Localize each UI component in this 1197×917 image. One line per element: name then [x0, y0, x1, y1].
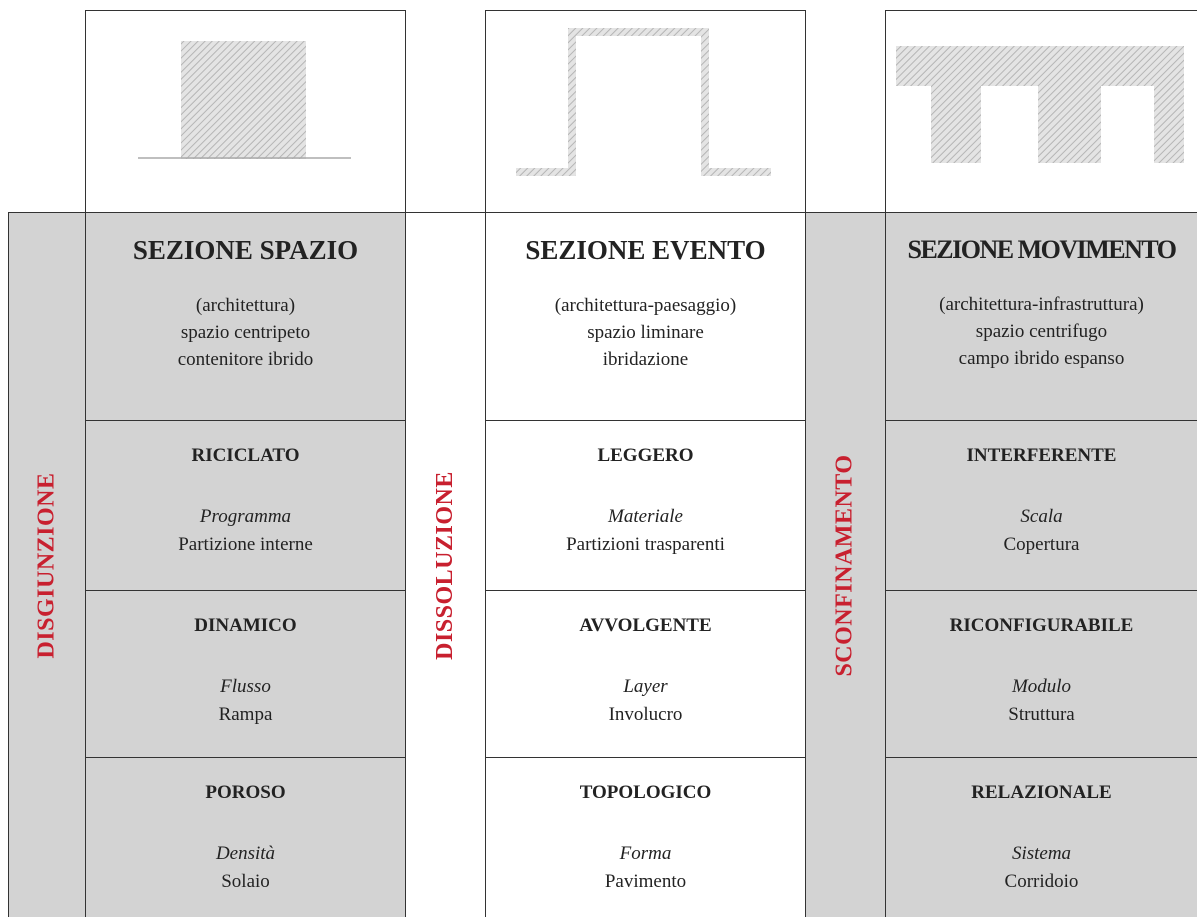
row-text: Solaio	[221, 871, 270, 892]
subtitle-line: contenitore ibrido	[177, 349, 314, 370]
section-subtitle: (architettura-paesaggio) spazio liminare i…	[555, 292, 736, 373]
subtitle-line: spazio liminare	[587, 322, 704, 343]
diagram-spazio	[138, 41, 351, 159]
row-cell: AVVOLGENTE Layer Involucro	[485, 590, 806, 758]
subtitle-line: (architettura)	[195, 295, 296, 316]
row-italic: Scala	[1020, 506, 1063, 527]
row-title: AVVOLGENTE	[579, 615, 712, 636]
row-italic: Densità	[215, 843, 276, 864]
section-title: SEZIONE MOVIMENTO	[907, 235, 1177, 264]
side-label-bar: DISGIUNZIONE	[8, 212, 86, 917]
section-header: SEZIONE SPAZIO (architettura) spazio centr…	[85, 212, 406, 421]
section-title: SEZIONE EVENTO	[525, 235, 766, 265]
subtitle-line: (architettura-paesaggio)	[554, 295, 737, 316]
row-cell: POROSO Densità Solaio	[85, 757, 406, 917]
row-italic: Forma	[619, 843, 672, 864]
subtitle-line: campo ibrido espanso	[958, 348, 1125, 369]
row-text: Struttura	[1008, 704, 1075, 725]
section-header: SEZIONE EVENTO (architettura-paesaggio) sp…	[485, 212, 806, 421]
image-box	[85, 10, 406, 213]
side-label-bar: SCONFINAMENTO	[805, 212, 886, 917]
side-label: DISGIUNZIONE	[33, 472, 60, 659]
row-cell: LEGGERO Materiale Partizioni trasparenti	[485, 420, 806, 591]
row-italic: Sistema	[1011, 843, 1072, 864]
section-subtitle: (architettura) spazio centripeto contenito…	[178, 292, 314, 373]
diagram-movimento	[896, 46, 1184, 163]
diagram-evento	[516, 28, 771, 176]
row-title: DINAMICO	[194, 615, 297, 636]
row-text: Corridoio	[1004, 871, 1079, 892]
subtitle-line: ibridazione	[602, 349, 689, 370]
image-box	[885, 10, 1197, 213]
row-title: INTERFERENTE	[966, 445, 1117, 466]
side-label: SCONFINAMENTO	[832, 454, 859, 677]
row-italic: Layer	[623, 676, 668, 697]
row-title: RICICLATO	[191, 445, 300, 466]
row-title: RELAZIONALE	[971, 782, 1112, 803]
section-subtitle: (architettura-infrastruttura) spazio cent…	[939, 291, 1144, 372]
row-cell: RICICLATO Programma Partizione interne	[85, 420, 406, 591]
subtitle-line: spazio centrifugo	[975, 321, 1108, 342]
row-title: TOPOLOGICO	[579, 782, 712, 803]
row-title: LEGGERO	[597, 445, 694, 466]
row-cell: DINAMICO Flusso Rampa	[85, 590, 406, 758]
row-italic: Materiale	[608, 506, 683, 527]
row-cell: RELAZIONALE Sistema Corridoio	[885, 757, 1197, 917]
row-cell: TOPOLOGICO Forma Pavimento	[485, 757, 806, 917]
row-cell: RICONFIGURABILE Modulo Struttura	[885, 590, 1197, 758]
row-italic: Programma	[199, 506, 292, 527]
row-text: Rampa	[218, 704, 273, 725]
side-label: DISSOLUZIONE	[432, 471, 459, 660]
row-italic: Modulo	[1011, 676, 1072, 697]
image-box	[485, 10, 806, 213]
row-text: Partizioni trasparenti	[566, 534, 725, 555]
row-text: Pavimento	[604, 871, 687, 892]
section-title: SEZIONE SPAZIO	[132, 235, 359, 265]
subtitle-line: (architettura-infrastruttura)	[939, 294, 1144, 315]
row-italic: Flusso	[220, 676, 271, 697]
side-label-bar: DISSOLUZIONE	[405, 212, 486, 917]
row-title: RICONFIGURABILE	[949, 615, 1134, 636]
row-cell: INTERFERENTE Scala Copertura	[885, 420, 1197, 591]
subtitle-line: spazio centripeto	[180, 322, 311, 343]
row-text: Partizione interne	[178, 534, 313, 555]
row-text: Copertura	[1003, 534, 1080, 555]
section-header: SEZIONE MOVIMENTO (architettura-infrastru…	[885, 212, 1197, 421]
row-text: Involucro	[608, 704, 683, 725]
row-title: POROSO	[205, 782, 286, 803]
